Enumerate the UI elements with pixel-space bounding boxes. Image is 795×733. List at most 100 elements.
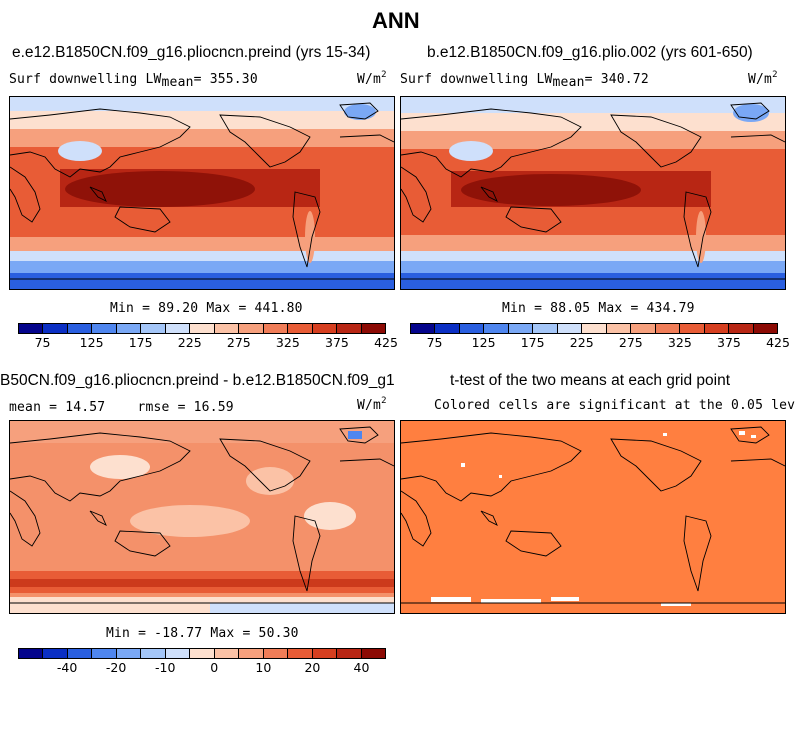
colorbar-swatch [582, 324, 607, 333]
panel3-max: 50.30 [258, 626, 299, 641]
colorbar-tick-label: 225 [177, 335, 202, 350]
colorbar-swatch [753, 324, 778, 333]
colorbar-tick-label: 125 [471, 335, 496, 350]
colorbar-swatch [19, 324, 44, 333]
panel2-mean-value: 340.72 [600, 72, 649, 87]
colorbar-swatch [239, 324, 264, 333]
map3-antarctic-edge [210, 603, 394, 613]
colorbar-swatch [655, 324, 681, 333]
colorbar-swatch [606, 324, 632, 333]
colorbar-swatch [312, 324, 338, 333]
colorbar-swatch [165, 649, 191, 658]
colorbar-swatch [190, 324, 215, 333]
colorbar-swatch [19, 649, 44, 658]
colorbar-tick-label: 275 [226, 335, 251, 350]
panel4-subtitle: Colored cells are significant at the 0.0… [434, 398, 795, 413]
map1-south-cool [10, 237, 394, 251]
colorbar-swatch [190, 649, 215, 658]
colorbar-swatch [484, 324, 509, 333]
panel2-map [400, 96, 786, 290]
colorbar-swatch [67, 324, 93, 333]
map2-north-pale [401, 113, 785, 131]
panel4-map [400, 420, 786, 614]
colorbar-tick-label: -10 [154, 660, 176, 675]
panel1-mean-label: mean [161, 75, 194, 90]
panel3-rmse: 16.59 [193, 400, 234, 415]
colorbar-tick-label: 20 [304, 660, 321, 675]
map4-nonsignificant-cells [431, 431, 756, 606]
colorbar-tick-label: 275 [618, 335, 643, 350]
panel1-variable-name: Surf downwelling LW [9, 72, 162, 87]
colorbar-swatch [67, 649, 93, 658]
map2-south-pale [401, 251, 785, 261]
colorbar-swatch [557, 324, 583, 333]
colorbar-swatch [631, 324, 656, 333]
panel3-stats: mean = 14.57 rmse = 16.59 [9, 400, 234, 415]
map2-tibet [449, 141, 493, 161]
panel2-min: 88.05 [550, 301, 591, 316]
panel2-mean-label: mean [552, 75, 585, 90]
colorbar-swatch [459, 324, 485, 333]
colorbar-swatch [337, 324, 362, 333]
map1-south-pale [10, 251, 394, 261]
panel3-min: -18.77 [154, 626, 203, 641]
map1-greenland [344, 104, 376, 120]
map1-antarctic [10, 273, 394, 289]
map1-andes [305, 211, 315, 263]
colorbar-tick-label: 75 [34, 335, 51, 350]
colorbar-tick-label: 10 [255, 660, 272, 675]
panel1-variable: Surf downwelling LWmean= 355.30 [9, 72, 258, 90]
panel4-title: t-test of the two means at each grid poi… [450, 372, 731, 389]
colorbar-tick-label: -20 [105, 660, 127, 675]
map1-warmpool [65, 171, 255, 207]
colorbar-swatch [361, 649, 386, 658]
map3-pale2 [246, 467, 294, 495]
colorbar-tick-label: 75 [426, 335, 443, 350]
panel1-map [9, 96, 395, 290]
colorbar-swatch [43, 324, 68, 333]
panel3-mean: 14.57 [65, 400, 106, 415]
panel2-title: b.e12.B1850CN.f09_g16.plio.002 (yrs 601-… [427, 44, 753, 61]
colorbar-swatch [337, 649, 362, 658]
panel2-variable-name: Surf downwelling LW [400, 72, 553, 87]
panel2-variable: Surf downwelling LWmean= 340.72 [400, 72, 649, 90]
map3-north [10, 421, 394, 443]
panel3-units: W/m2 [357, 396, 387, 413]
map2-antarctic [401, 273, 785, 289]
colorbar-swatch [239, 649, 264, 658]
map2-south-cold [401, 261, 785, 273]
colorbar-swatch [288, 649, 313, 658]
map1-coastlines [10, 102, 394, 280]
colorbar-tick-label: 325 [667, 335, 692, 350]
colorbar-swatch [92, 324, 117, 333]
map3-coastlines [10, 426, 394, 604]
map1-north-pale [10, 111, 394, 129]
map3-blue-spot [348, 431, 362, 439]
colorbar-swatch [533, 324, 558, 333]
map2-north-cool [401, 131, 785, 149]
panel1-title: e.e12.B1850CN.f09_g16.pliocncn.preind (y… [12, 44, 371, 61]
map2-arctic [401, 97, 785, 113]
map3-pale1 [90, 455, 150, 479]
colorbar-swatch [116, 649, 142, 658]
map2-andes [696, 211, 706, 263]
colorbar-swatch [435, 324, 460, 333]
colorbar-tick-label: 425 [374, 335, 398, 350]
panel3-colorbar [18, 648, 386, 659]
colorbar-swatch [92, 649, 117, 658]
panel2-colorbar [410, 323, 778, 334]
map2-greenland [733, 104, 769, 122]
colorbar-swatch [680, 324, 705, 333]
map3-pale4 [304, 502, 356, 530]
colorbar-swatch [361, 324, 386, 333]
colorbar-tick-label: 325 [275, 335, 300, 350]
colorbar-swatch [729, 324, 754, 333]
panel2-minmax: Min = 88.05 Max = 434.79 [502, 301, 695, 316]
panel2-max: 434.79 [646, 301, 695, 316]
map4-coastlines [401, 426, 785, 604]
colorbar-swatch [43, 649, 68, 658]
colorbar-tick-label: 175 [128, 335, 153, 350]
map2-south-cool [401, 235, 785, 251]
map1-north-cool [10, 129, 394, 147]
map1-tibet [58, 141, 102, 161]
